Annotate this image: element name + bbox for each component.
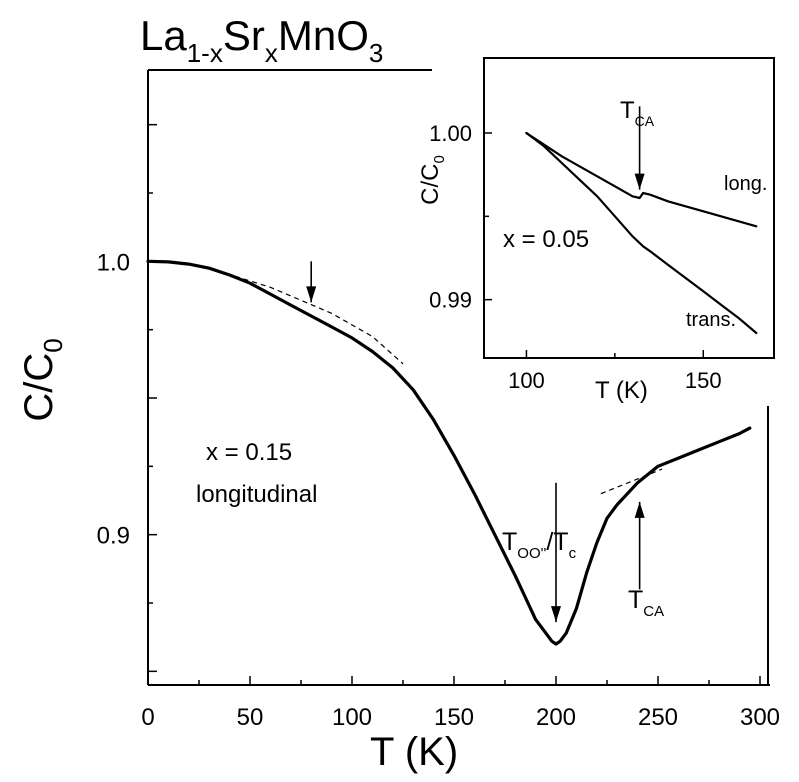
inset-series-label-long: long. — [724, 173, 767, 195]
main-x-axis-label: T (K) — [370, 730, 458, 774]
t-ca-sub: CA — [643, 603, 664, 620]
t-ca-main: T — [628, 586, 643, 614]
title-base: La — [140, 12, 187, 59]
inset-sample-label: x = 0.05 — [503, 226, 589, 253]
inset-series-label-trans: trans. — [686, 309, 736, 331]
inset-x-tick-label: 100 — [508, 368, 545, 393]
inset-y-label-sub: 0 — [431, 155, 448, 163]
inset-t-ca-sub: CA — [635, 113, 655, 129]
inset-y-axis-label: C/C0 — [417, 155, 448, 205]
inset-arrow — [634, 106, 645, 190]
inset-y-label-main: C/C — [417, 164, 444, 205]
main-ticks — [147, 123, 761, 685]
t-oo-annotation: TOO''/Tc — [502, 528, 577, 562]
main-y-tick-label: 0.9 — [97, 523, 130, 550]
t-oo-main: T — [502, 528, 517, 556]
main-y-tick-label: 1.0 — [97, 249, 130, 276]
inset: 100 150 1.00 0.99 TCA long. trans. x = 0.0… — [417, 57, 775, 404]
inset-series-trans — [525, 131, 758, 335]
title-end: MnO — [278, 12, 369, 59]
inset-y-tick-labels: 1.00 0.99 — [429, 121, 472, 313]
main-x-tick-label: 250 — [638, 704, 678, 731]
inset-y-tick-label: 0.99 — [429, 288, 472, 313]
main-dashed-guide-high-t — [600, 468, 663, 495]
main-x-tick-label: 200 — [536, 704, 576, 731]
main-arrow-2 — [634, 501, 645, 590]
main-series-line — [146, 259, 752, 646]
main-x-tick-label: 300 — [740, 704, 780, 731]
main-x-tick-label: 150 — [434, 704, 474, 731]
inset-x-tick-labels: 100 150 — [508, 368, 722, 393]
mode-label-main: longitudinal — [196, 481, 317, 508]
main-y-label-main: C/C — [17, 353, 61, 422]
chart-title: La1-xSrxMnO3 — [140, 12, 383, 68]
main-x-tick-label: 100 — [332, 704, 372, 731]
inset-t-ca-arrow — [634, 106, 645, 190]
main-y-tick-labels: 0.9 1.0 — [97, 249, 130, 549]
main-arrow-0 — [306, 261, 317, 303]
main-y-axis-label: C/C0 — [17, 338, 68, 421]
main-x-tick-label: 0 — [141, 704, 154, 731]
main-dashed-guide-low-t — [209, 267, 404, 365]
inset-series-long — [525, 131, 758, 228]
main-x-tick-label: 50 — [237, 704, 264, 731]
sample-label-main: x = 0.15 — [206, 439, 292, 466]
t-oo-rest: /T — [546, 528, 568, 556]
title-sub3: 3 — [369, 38, 383, 68]
inset-t-ca-main: T — [620, 97, 635, 124]
t-ca-annotation-main: TCA — [628, 586, 664, 620]
inset-x-tick-label: 150 — [685, 368, 722, 393]
main-axes — [147, 69, 770, 686]
inset-x-axis-label: T (K) — [595, 377, 648, 404]
main-x-tick-labels: 0 50 100 150 200 250 300 — [141, 704, 780, 731]
t-oo-sub: OO'' — [517, 545, 546, 562]
main-arrow-1 — [551, 482, 561, 623]
title-mid: Sr — [223, 12, 265, 59]
main-arrows — [306, 261, 645, 623]
inset-y-tick-label: 1.00 — [429, 121, 472, 146]
title-sub1: 1-x — [187, 38, 223, 68]
t-oo-sub2: c — [569, 545, 577, 562]
inset-ticks — [484, 132, 705, 358]
inset-t-ca-annotation: TCA — [620, 97, 655, 129]
title-sub2: x — [265, 38, 278, 68]
main-y-label-sub: 0 — [38, 338, 68, 352]
